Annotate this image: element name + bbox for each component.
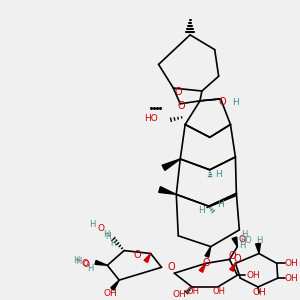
- Text: H: H: [103, 230, 110, 239]
- Polygon shape: [162, 159, 180, 170]
- Polygon shape: [95, 260, 107, 265]
- Text: ...: ...: [150, 103, 159, 112]
- Text: H: H: [110, 239, 116, 248]
- Text: H: H: [87, 264, 94, 273]
- Text: OH: OH: [285, 274, 298, 283]
- Text: H: H: [75, 257, 82, 266]
- Text: H: H: [232, 98, 239, 107]
- Text: O: O: [202, 258, 210, 268]
- Text: O: O: [238, 235, 245, 244]
- Polygon shape: [159, 187, 176, 194]
- Text: O: O: [233, 254, 241, 264]
- Text: O: O: [98, 224, 105, 233]
- Text: H: H: [199, 206, 205, 215]
- Polygon shape: [205, 247, 211, 257]
- Polygon shape: [199, 263, 206, 272]
- Text: O: O: [219, 97, 226, 107]
- Text: O: O: [81, 259, 88, 268]
- Text: O: O: [177, 101, 185, 111]
- Polygon shape: [111, 280, 119, 290]
- Text: H: H: [106, 232, 111, 241]
- Text: H: H: [73, 256, 79, 265]
- Text: OH: OH: [172, 290, 186, 299]
- Text: H: H: [215, 170, 222, 179]
- Polygon shape: [232, 237, 237, 247]
- Text: HO: HO: [240, 236, 252, 245]
- Text: H: H: [241, 230, 248, 239]
- Text: OH: OH: [212, 287, 225, 296]
- Polygon shape: [256, 243, 260, 254]
- Polygon shape: [144, 254, 151, 262]
- Text: OH: OH: [252, 288, 266, 297]
- Text: H: H: [89, 220, 96, 230]
- Text: O: O: [82, 260, 90, 269]
- Text: O: O: [229, 251, 236, 262]
- Text: HO: HO: [144, 114, 158, 123]
- Text: H: H: [217, 200, 224, 209]
- Text: O: O: [133, 250, 141, 260]
- Text: O: O: [168, 262, 175, 272]
- Text: OH: OH: [187, 287, 200, 296]
- Polygon shape: [230, 263, 236, 271]
- Text: H: H: [239, 241, 246, 250]
- Text: O: O: [175, 87, 182, 97]
- Text: OH: OH: [246, 271, 260, 280]
- Text: H: H: [256, 236, 262, 245]
- Text: OH: OH: [285, 259, 298, 268]
- Text: OH: OH: [103, 290, 117, 298]
